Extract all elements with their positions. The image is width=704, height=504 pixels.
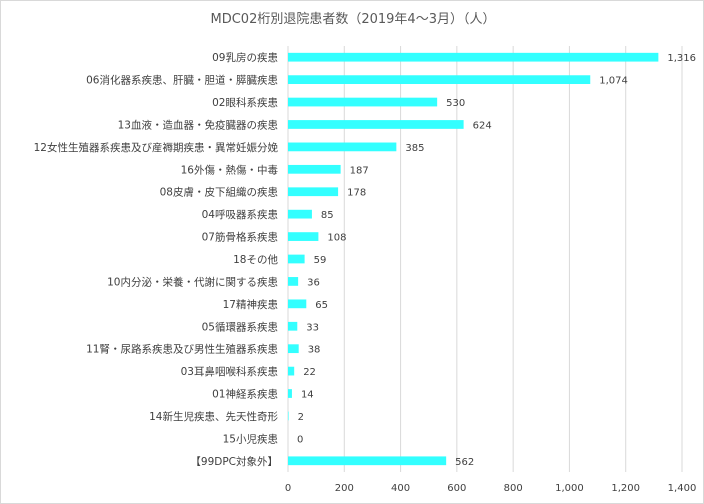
category-label: 02眼科系疾患	[212, 96, 278, 109]
bar	[288, 142, 397, 152]
bar	[288, 52, 659, 62]
data-label: 178	[347, 188, 366, 199]
category-label: 12女性生殖器系疾患及び産褥期疾患・異常妊娠分娩	[34, 141, 279, 154]
data-label: 65	[315, 300, 328, 311]
data-label: 22	[303, 367, 316, 378]
category-label: 14新生児疾患、先天性奇形	[149, 410, 278, 423]
category-label: 06消化器系疾患、肝臓・胆道・膵臓疾患	[86, 74, 278, 87]
data-label: 59	[314, 255, 327, 266]
bar	[288, 254, 305, 264]
data-label: 33	[306, 322, 319, 333]
data-label: 385	[405, 143, 424, 154]
data-label: 1,074	[599, 76, 628, 87]
bars	[288, 52, 659, 466]
category-label: 18その他	[233, 253, 278, 266]
data-label: 36	[307, 277, 320, 288]
bar	[288, 120, 464, 129]
bar	[288, 411, 289, 421]
bar	[288, 97, 438, 107]
bar	[288, 389, 292, 398]
category-label: 16外傷・熱傷・中毒	[181, 163, 279, 176]
x-tick-label: 600	[447, 483, 466, 494]
x-tick-label: 200	[335, 483, 354, 494]
category-label: 08皮膚・皮下組織の疾患	[160, 186, 278, 199]
data-label: 1,316	[667, 53, 696, 64]
bar	[288, 209, 312, 219]
bar	[288, 344, 299, 354]
category-label: 15小児疾患	[223, 432, 278, 445]
category-label: 10内分泌・栄養・代謝に関する疾患	[107, 275, 278, 288]
category-label: 13血液・造血器・免疫臓器の疾患	[118, 118, 278, 131]
x-axis-ticks: 0 200 400 600 800 1,000 1,200 1,400	[285, 483, 697, 494]
category-label: 04呼吸器系疾患	[202, 208, 278, 221]
data-label: 562	[455, 457, 474, 468]
x-tick-label: 1,400	[668, 483, 697, 494]
bar	[288, 366, 295, 376]
data-label: 530	[446, 98, 465, 109]
data-label: 38	[308, 345, 321, 356]
bar	[288, 277, 299, 286]
bar	[288, 75, 591, 85]
data-label: 85	[321, 210, 334, 221]
data-label: 2	[298, 412, 304, 423]
bar	[288, 164, 341, 174]
bar	[288, 321, 298, 331]
category-label: 11腎・尿路系疾患及び男性生殖器系疾患	[86, 343, 278, 356]
data-label: 0	[297, 434, 303, 445]
data-label: 108	[327, 233, 346, 244]
category-labels: 09乳房の疾患 06消化器系疾患、肝臓・胆道・膵臓疾患 02眼科系疾患 13血液・造血…	[34, 51, 279, 468]
x-tick-label: 800	[504, 483, 523, 494]
bar	[288, 299, 307, 309]
x-tick-label: 0	[285, 483, 291, 494]
data-label: 187	[350, 165, 369, 176]
data-label: 14	[301, 390, 314, 401]
bar	[288, 456, 447, 466]
chart-title: MDC02桁別退院患者数（2019年4～3月）（人）	[211, 12, 496, 27]
bar	[288, 232, 319, 241]
category-label: 07筋骨格系疾患	[202, 231, 278, 244]
x-tick-label: 400	[391, 483, 410, 494]
x-tick-label: 1,000	[555, 483, 584, 494]
category-label: 17精神疾患	[223, 298, 278, 311]
category-label: 05循環器系疾患	[202, 320, 278, 333]
category-label: 03耳鼻咽喉科系疾患	[181, 365, 278, 378]
x-tick-label: 1,200	[611, 483, 640, 494]
category-label: 01神経系疾患	[212, 388, 278, 401]
grid-lines	[287, 46, 683, 472]
bar	[288, 187, 339, 197]
category-label: 09乳房の疾患	[212, 51, 278, 64]
data-label: 624	[473, 120, 492, 131]
category-label: 【99DPC対象外】	[190, 455, 278, 468]
